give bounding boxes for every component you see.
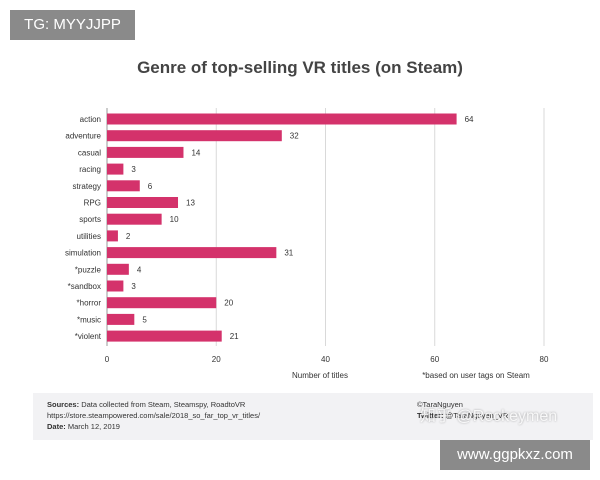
tag-badge: TG: MYYJJPP [10, 10, 135, 40]
author-credit: ©TaraNguyen [417, 400, 463, 409]
bar [107, 230, 118, 242]
category-label: racing [79, 165, 101, 174]
category-label: RPG [84, 199, 101, 208]
date-label: Date: [47, 422, 66, 431]
x-tick-label: 60 [430, 355, 439, 364]
watermark: 知乎 @Rockeymen [420, 408, 558, 425]
value-label: 14 [191, 148, 200, 157]
date-text: March 12, 2019 [67, 422, 120, 431]
value-label: 3 [131, 165, 136, 174]
x-tick-label: 40 [321, 355, 330, 364]
bars [107, 113, 457, 342]
value-label: 31 [284, 249, 293, 258]
bar [107, 330, 222, 342]
bar [107, 180, 140, 192]
value-label: 64 [465, 115, 474, 124]
chart-title: Genre of top-selling VR titles (on Steam… [137, 58, 463, 77]
bar [107, 280, 124, 292]
category-label: adventure [65, 132, 101, 141]
bar [107, 247, 277, 259]
category-labels: action adventure casual racing strategy RPG sp… [65, 115, 102, 341]
category-label: sports [79, 215, 101, 224]
category-label: utilities [77, 232, 101, 241]
value-label: 20 [224, 299, 233, 308]
gridlines [106, 108, 545, 346]
x-tick-label: 80 [540, 355, 549, 364]
value-label: 3 [131, 282, 136, 291]
source-url: https://store.steampowered.com/sale/2018… [47, 411, 261, 420]
category-label: strategy [73, 182, 101, 191]
tag-note: *based on user tags on Steam [422, 371, 530, 380]
category-label: *puzzle [75, 265, 102, 274]
category-label: *sandbox [68, 282, 101, 291]
value-label: 6 [148, 182, 153, 191]
x-axis-label: Number of titles [292, 371, 348, 380]
value-label: 4 [137, 265, 142, 274]
category-label: simulation [65, 249, 101, 258]
site-badge[interactable]: www.ggpkxz.com [440, 440, 590, 470]
x-tick-labels: 0 20 40 60 80 [105, 355, 549, 364]
bar [107, 163, 124, 175]
bar [107, 213, 162, 225]
value-label: 10 [170, 215, 179, 224]
category-label: casual [78, 148, 101, 157]
source-footer: Sources: Data collected from Steam, Stea… [33, 393, 593, 440]
bar [107, 113, 457, 125]
value-label: 32 [290, 132, 299, 141]
value-label: 2 [126, 232, 131, 241]
x-tick-label: 20 [212, 355, 221, 364]
category-label: *music [77, 315, 101, 324]
twitter-handle: @TaraNguyen_VR [445, 411, 509, 420]
twitter-label: Twitter: [417, 411, 444, 420]
bar-chart: action adventure casual racing strategy RPG sp… [65, 108, 549, 380]
bar [107, 146, 184, 158]
sources-label: Sources: [47, 400, 80, 409]
bar [107, 197, 179, 208]
value-label: 5 [142, 315, 147, 324]
x-tick-label: 0 [105, 355, 110, 364]
value-label: 21 [230, 332, 239, 341]
category-label: action [80, 115, 101, 124]
category-label: *violent [75, 332, 102, 341]
category-label: *horror [77, 299, 102, 308]
sources-text: Data collected from Steam, Steamspy, Roa… [81, 400, 246, 409]
bar [107, 297, 217, 309]
bar [107, 313, 135, 325]
bar [107, 130, 282, 142]
value-label: 13 [186, 199, 195, 208]
bar [107, 263, 129, 275]
